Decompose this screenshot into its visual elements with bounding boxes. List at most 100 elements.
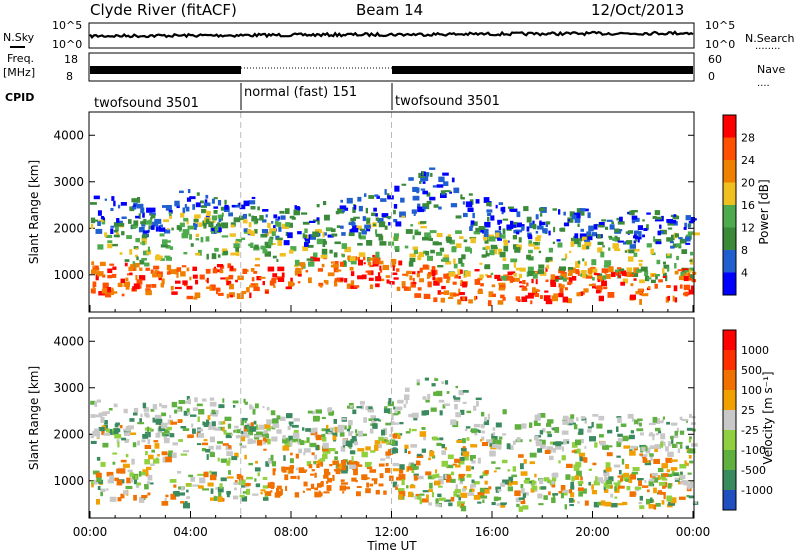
data-cell	[506, 275, 513, 281]
data-cell	[241, 436, 246, 442]
data-cell	[436, 252, 443, 256]
cpid-segment-1: twofsound 3501	[94, 96, 199, 111]
data-cell	[217, 292, 224, 296]
data-cell	[192, 274, 198, 279]
data-cell	[642, 219, 645, 222]
data-cell	[475, 397, 482, 401]
data-cell	[522, 492, 526, 498]
data-cell	[655, 502, 661, 507]
data-cell	[558, 209, 561, 215]
data-cell	[460, 279, 463, 285]
data-cell	[244, 483, 251, 487]
data-cell	[90, 440, 97, 444]
data-cell	[139, 267, 143, 271]
data-cell	[657, 467, 664, 473]
data-cell	[154, 414, 162, 420]
data-cell	[538, 264, 545, 269]
data-cell	[230, 222, 236, 227]
data-cell	[144, 444, 152, 449]
data-cell	[562, 446, 565, 452]
data-cell	[568, 277, 573, 283]
data-cell	[679, 284, 683, 289]
data-cell	[616, 217, 621, 221]
data-cell	[220, 458, 228, 463]
data-cell	[413, 211, 416, 216]
data-cell	[690, 285, 695, 291]
data-cell	[271, 461, 276, 467]
data-cell	[203, 422, 211, 427]
data-cell	[515, 296, 521, 301]
data-cell	[435, 469, 438, 474]
data-cell	[138, 275, 146, 281]
data-cell	[129, 206, 135, 212]
ytick-label: 1000	[53, 268, 84, 282]
data-cell	[220, 421, 224, 425]
data-cell	[545, 299, 553, 305]
data-cell	[620, 423, 627, 427]
data-cell	[252, 216, 257, 222]
data-cell	[389, 434, 393, 437]
data-cell	[387, 195, 394, 200]
data-cell	[191, 423, 194, 428]
data-cell	[492, 427, 496, 431]
data-cell	[489, 450, 496, 457]
data-cell	[119, 425, 123, 429]
data-cell	[466, 437, 470, 441]
data-cell	[352, 409, 357, 415]
data-cell	[662, 268, 665, 274]
data-cell	[269, 236, 274, 240]
data-cell	[684, 460, 687, 466]
data-cell	[244, 420, 247, 424]
data-cell	[311, 452, 315, 456]
data-cell	[614, 237, 620, 242]
data-cell	[242, 219, 248, 224]
data-cell	[431, 270, 436, 277]
data-cell	[534, 414, 541, 421]
data-cell	[339, 463, 342, 470]
data-cell	[166, 264, 172, 271]
data-cell	[688, 495, 694, 499]
data-cell	[326, 431, 329, 434]
data-cell	[120, 202, 127, 206]
data-cell	[631, 272, 639, 277]
data-cell	[665, 457, 673, 463]
data-cell	[596, 285, 603, 290]
data-cell	[446, 464, 454, 469]
data-cell	[488, 236, 496, 242]
data-cell	[385, 451, 391, 456]
data-cell	[605, 462, 611, 468]
data-cell	[686, 495, 690, 498]
data-cell	[638, 501, 643, 505]
data-cell	[568, 498, 574, 503]
data-cell	[278, 226, 282, 232]
data-cell	[264, 490, 267, 493]
data-cell	[279, 253, 286, 257]
data-cell	[369, 257, 376, 261]
data-cell	[527, 266, 534, 273]
data-cell	[247, 438, 253, 445]
data-cell	[246, 287, 250, 293]
data-cell	[616, 426, 619, 432]
data-cell	[184, 204, 187, 209]
data-cell	[230, 265, 234, 271]
data-cell	[608, 445, 613, 448]
data-cell	[186, 496, 190, 499]
data-cell	[183, 450, 190, 453]
data-cell	[90, 400, 96, 405]
data-cell	[491, 284, 496, 288]
data-cell	[165, 256, 172, 261]
data-cell	[478, 288, 483, 292]
data-cell	[434, 480, 441, 486]
data-cell	[526, 226, 530, 232]
data-cell	[649, 453, 654, 457]
data-cell	[410, 281, 416, 288]
data-cell	[683, 273, 689, 276]
data-cell	[289, 465, 294, 469]
data-cell	[655, 241, 662, 245]
data-cell	[439, 410, 443, 416]
data-cell	[413, 248, 418, 255]
data-cell	[417, 475, 424, 480]
data-cell	[502, 218, 509, 221]
data-cell	[401, 215, 405, 218]
data-cell	[463, 239, 468, 243]
